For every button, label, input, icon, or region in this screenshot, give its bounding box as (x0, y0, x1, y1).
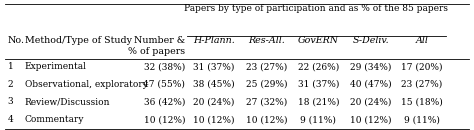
Text: 38 (45%): 38 (45%) (193, 80, 235, 89)
Text: 31 (37%): 31 (37%) (298, 80, 339, 89)
Text: 9 (11%): 9 (11%) (404, 115, 440, 124)
Text: 10 (12%): 10 (12%) (350, 115, 392, 124)
Text: 17 (20%): 17 (20%) (401, 62, 443, 71)
Text: 20 (24%): 20 (24%) (350, 98, 392, 106)
Text: 40 (47%): 40 (47%) (350, 80, 392, 89)
Text: Method/Type of Study: Method/Type of Study (25, 36, 132, 45)
Text: 23 (27%): 23 (27%) (246, 62, 287, 71)
Text: 27 (32%): 27 (32%) (246, 98, 287, 106)
Text: Observational, exploratory: Observational, exploratory (25, 80, 147, 89)
Text: GovERN: GovERN (298, 36, 339, 45)
Text: 15 (18%): 15 (18%) (401, 98, 443, 106)
Text: 25 (29%): 25 (29%) (246, 80, 287, 89)
Text: 10 (12%): 10 (12%) (193, 115, 235, 124)
Text: 10 (12%): 10 (12%) (246, 115, 287, 124)
Text: H-Plann.: H-Plann. (193, 36, 235, 45)
Text: Number &
% of papers: Number & % of papers (128, 36, 185, 56)
Text: 32 (38%): 32 (38%) (144, 62, 185, 71)
Text: 18 (21%): 18 (21%) (298, 98, 339, 106)
Text: 2: 2 (8, 80, 13, 89)
Text: All: All (415, 36, 428, 45)
Text: 10 (12%): 10 (12%) (144, 115, 185, 124)
Text: Review/Discussion: Review/Discussion (25, 98, 110, 106)
Text: 22 (26%): 22 (26%) (298, 62, 339, 71)
Text: No.: No. (8, 36, 25, 45)
Text: 1: 1 (8, 62, 13, 71)
Text: 31 (37%): 31 (37%) (193, 62, 235, 71)
Text: Papers by type of participation and as % of the 85 papers: Papers by type of participation and as %… (184, 4, 448, 13)
Text: 4: 4 (8, 115, 13, 124)
Text: 47 (55%): 47 (55%) (144, 80, 185, 89)
Text: Commentary: Commentary (25, 115, 84, 124)
Text: 23 (27%): 23 (27%) (401, 80, 443, 89)
Text: 3: 3 (8, 98, 13, 106)
Text: 20 (24%): 20 (24%) (193, 98, 235, 106)
Text: Experimental: Experimental (25, 62, 87, 71)
Text: Res-All.: Res-All. (248, 36, 285, 45)
Text: 36 (42%): 36 (42%) (144, 98, 185, 106)
Text: 29 (34%): 29 (34%) (350, 62, 392, 71)
Text: 9 (11%): 9 (11%) (301, 115, 336, 124)
Text: S-Deliv.: S-Deliv. (353, 36, 390, 45)
